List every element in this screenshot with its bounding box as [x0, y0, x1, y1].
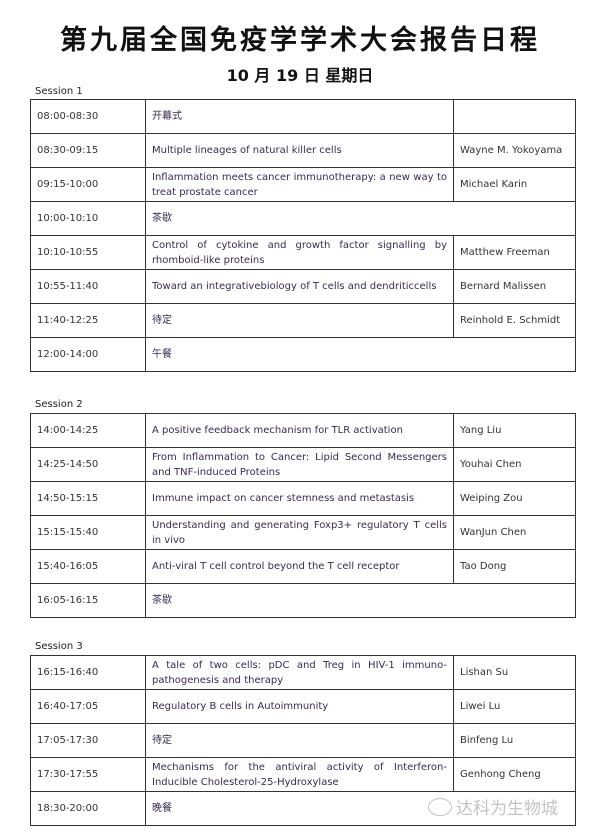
- time-cell: 16:15-16:40: [30, 655, 146, 690]
- title-cell: Immune impact on cancer stemness and met…: [145, 481, 454, 516]
- table-row: 14:50-15:15 Immune impact on cancer stemn…: [30, 481, 576, 516]
- time-cell: 14:50-15:15: [30, 481, 146, 516]
- time-cell: 15:40-16:05: [30, 549, 146, 584]
- table-row: 09:15-10:00 Inflammation meets cancer imm…: [30, 167, 576, 202]
- time-cell: 18:30-20:00: [30, 791, 146, 826]
- table-row: 12:00-14:00 午餐: [30, 337, 576, 372]
- table-row: 14:00-14:25 A positive feedback mechanism…: [30, 413, 576, 448]
- speaker-cell: Lishan Su: [453, 655, 576, 690]
- time-cell: 08:30-09:15: [30, 133, 146, 168]
- title-cell: From Inflammation to Cancer: Lipid Secon…: [145, 447, 454, 482]
- table-row: 18:30-20:00 晚餐: [30, 791, 576, 826]
- speaker-cell: Reinhold E. Schmidt: [453, 303, 576, 338]
- time-cell: 10:00-10:10: [30, 201, 146, 236]
- speaker-cell: Genhong Cheng: [453, 757, 576, 792]
- table-row: 16:40-17:05 Regulatory B cells in Autoimm…: [30, 689, 576, 724]
- title-cell: 开幕式: [145, 99, 454, 134]
- time-cell: 14:00-14:25: [30, 413, 146, 448]
- session-label: Session 1: [35, 86, 83, 97]
- title-cell: 待定: [145, 723, 454, 758]
- speaker-cell: WanJun Chen: [453, 515, 576, 550]
- table-row: 17:05-17:30 待定 Binfeng Lu: [30, 723, 576, 758]
- watermark: 达科为生物城: [428, 794, 558, 819]
- table-row: 10:00-10:10 茶歇: [30, 201, 576, 236]
- speaker-cell: Binfeng Lu: [453, 723, 576, 758]
- table-row: 17:30-17:55 Mechanisms for the antiviral …: [30, 757, 576, 792]
- time-cell: 17:30-17:55: [30, 757, 146, 792]
- speaker-cell: Tao Dong: [453, 549, 576, 584]
- page-subtitle-date: 10 月 19 日 星期日: [226, 66, 374, 85]
- time-cell: 17:05-17:30: [30, 723, 146, 758]
- speaker-cell: Matthew Freeman: [453, 235, 576, 270]
- title-cell: Multiple lineages of natural killer cell…: [145, 133, 454, 168]
- speaker-cell: Wayne M. Yokoyama: [453, 133, 576, 168]
- title-cell: A positive feedback mechanism for TLR ac…: [145, 413, 454, 448]
- session-table: 16:15-16:40 A tale of two cells: pDC and …: [30, 655, 576, 826]
- speaker-cell: Michael Karin: [453, 167, 576, 202]
- table-row: 11:40-12:25 待定 Reinhold E. Schmidt: [30, 303, 576, 338]
- wechat-icon: [428, 797, 452, 816]
- watermark-text: 达科为生物城: [456, 799, 558, 819]
- time-cell: 10:55-11:40: [30, 269, 146, 304]
- title-cell: Anti-viral T cell control beyond the T c…: [145, 549, 454, 584]
- speaker-cell: Weiping Zou: [453, 481, 576, 516]
- title-cell: 待定: [145, 303, 454, 338]
- session-table: 08:00-08:30 开幕式 08:30-09:15 Multiple lineag…: [30, 99, 576, 372]
- speaker-cell: Youhai Chen: [453, 447, 576, 482]
- time-cell: 09:15-10:00: [30, 167, 146, 202]
- title-cell: A tale of two cells: pDC and Treg in HIV…: [145, 655, 454, 690]
- time-cell: 12:00-14:00: [30, 337, 146, 372]
- session-label: Session 3: [35, 641, 83, 652]
- title-cell: 茶歇: [145, 583, 576, 618]
- title-cell: 午餐: [145, 337, 576, 372]
- title-cell: Control of cytokine and growth factor si…: [145, 235, 454, 270]
- table-row: 15:15-15:40 Understanding and generating …: [30, 515, 576, 550]
- table-row: 15:40-16:05 Anti-viral T cell control bey…: [30, 549, 576, 584]
- title-cell: 茶歇: [145, 201, 576, 236]
- session-table: 14:00-14:25 A positive feedback mechanism…: [30, 413, 576, 618]
- table-row: 14:25-14:50 From Inflammation to Cancer: …: [30, 447, 576, 482]
- speaker-cell: [453, 99, 576, 134]
- title-cell: 晚餐: [145, 791, 576, 826]
- table-row: 10:10-10:55 Control of cytokine and growt…: [30, 235, 576, 270]
- time-cell: 16:05-16:15: [30, 583, 146, 618]
- page-title: 第九届全国免疫学学术大会报告日程: [60, 25, 540, 56]
- time-cell: 15:15-15:40: [30, 515, 146, 550]
- table-row: 08:30-09:15 Multiple lineages of natural …: [30, 133, 576, 168]
- title-cell: Understanding and generating Foxp3+ regu…: [145, 515, 454, 550]
- table-row: 08:00-08:30 开幕式: [30, 99, 576, 134]
- title-cell: Toward an integrativebiology of T cells …: [145, 269, 454, 304]
- title-cell: Mechanisms for the antiviral activity of…: [145, 757, 454, 792]
- time-cell: 14:25-14:50: [30, 447, 146, 482]
- table-row: 16:05-16:15 茶歇: [30, 583, 576, 618]
- table-row: 10:55-11:40 Toward an integrativebiology …: [30, 269, 576, 304]
- title-cell: Inflammation meets cancer immunotherapy:…: [145, 167, 454, 202]
- session-label: Session 2: [35, 399, 83, 410]
- time-cell: 11:40-12:25: [30, 303, 146, 338]
- table-row: 16:15-16:40 A tale of two cells: pDC and …: [30, 655, 576, 690]
- time-cell: 10:10-10:55: [30, 235, 146, 270]
- speaker-cell: Yang Liu: [453, 413, 576, 448]
- title-cell: Regulatory B cells in Autoimmunity: [145, 689, 454, 724]
- speaker-cell: Liwei Lu: [453, 689, 576, 724]
- time-cell: 16:40-17:05: [30, 689, 146, 724]
- time-cell: 08:00-08:30: [30, 99, 146, 134]
- speaker-cell: Bernard Malissen: [453, 269, 576, 304]
